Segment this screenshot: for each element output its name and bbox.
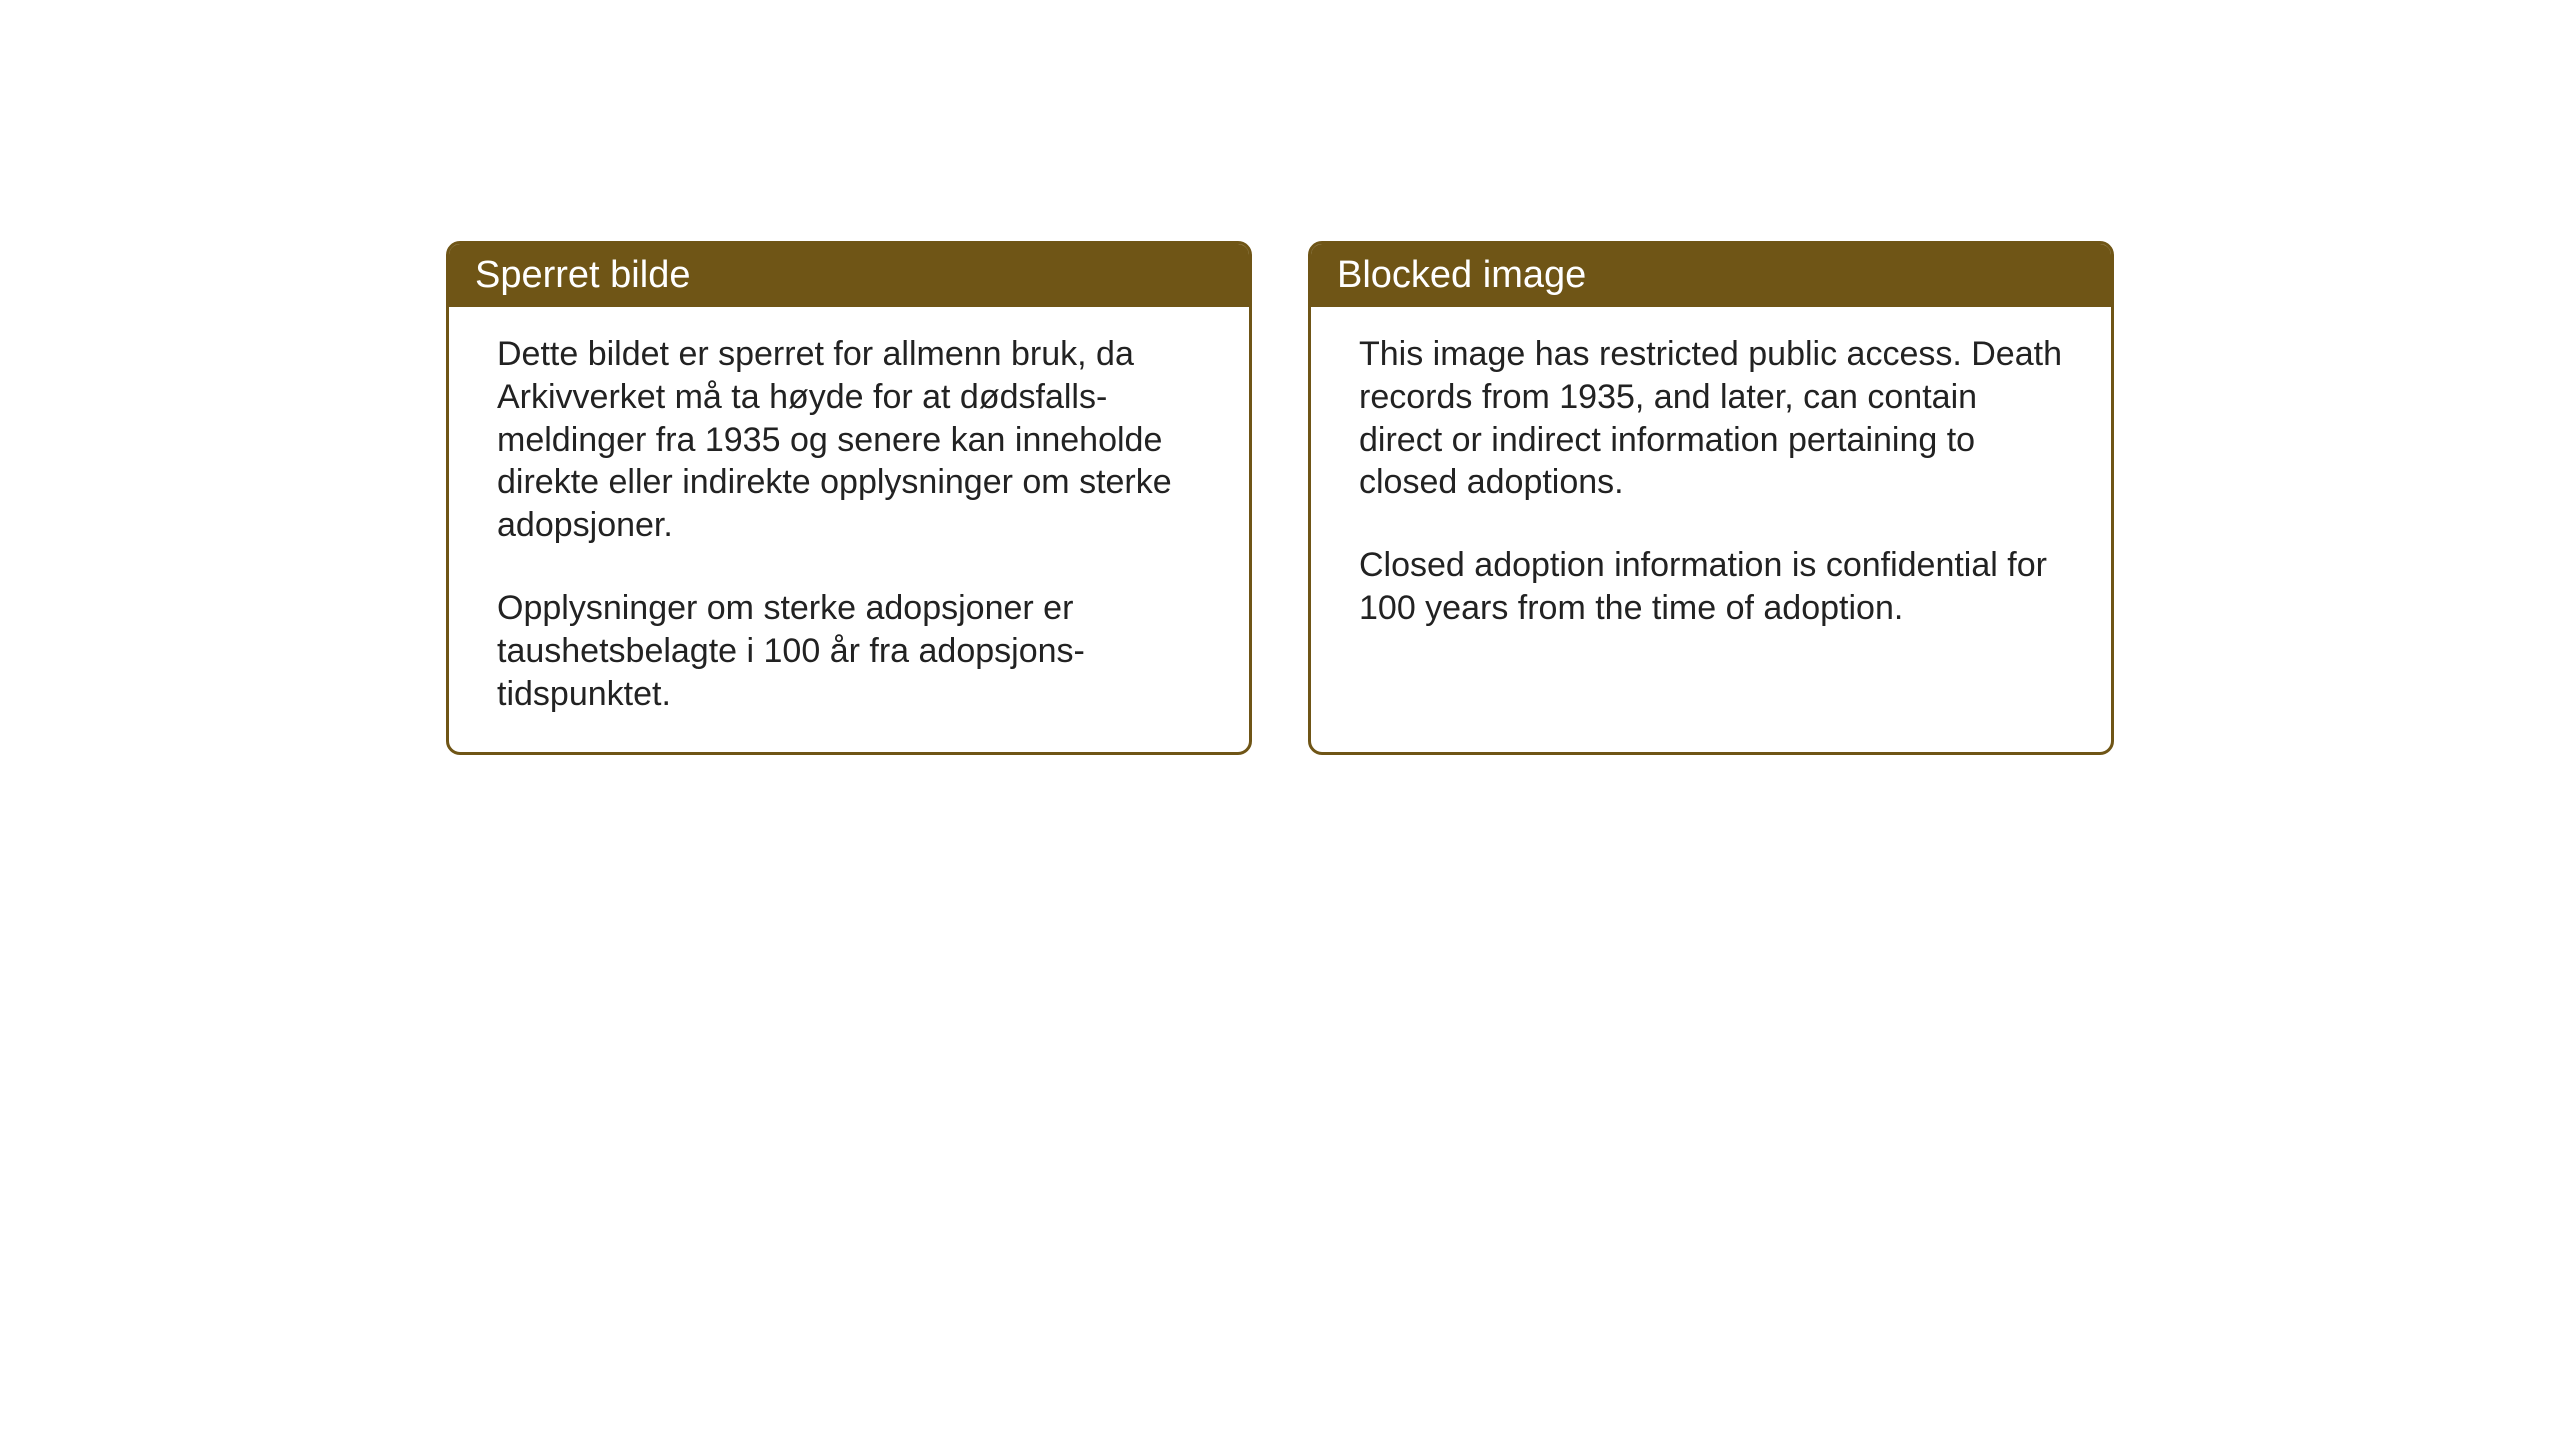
english-card-body: This image has restricted public access.… <box>1311 307 2111 727</box>
english-paragraph-2: Closed adoption information is confident… <box>1359 544 2063 630</box>
norwegian-card: Sperret bilde Dette bildet er sperret fo… <box>446 241 1252 755</box>
english-paragraph-1: This image has restricted public access.… <box>1359 333 2063 504</box>
norwegian-card-title: Sperret bilde <box>475 254 690 296</box>
english-card-title: Blocked image <box>1337 254 1586 296</box>
norwegian-paragraph-1: Dette bildet er sperret for allmenn bruk… <box>497 333 1201 547</box>
norwegian-card-body: Dette bildet er sperret for allmenn bruk… <box>449 307 1249 752</box>
norwegian-card-header: Sperret bilde <box>449 244 1249 307</box>
info-cards-container: Sperret bilde Dette bildet er sperret fo… <box>446 241 2114 755</box>
english-card: Blocked image This image has restricted … <box>1308 241 2114 755</box>
english-card-header: Blocked image <box>1311 244 2111 307</box>
norwegian-paragraph-2: Opplysninger om sterke adopsjoner er tau… <box>497 587 1201 715</box>
